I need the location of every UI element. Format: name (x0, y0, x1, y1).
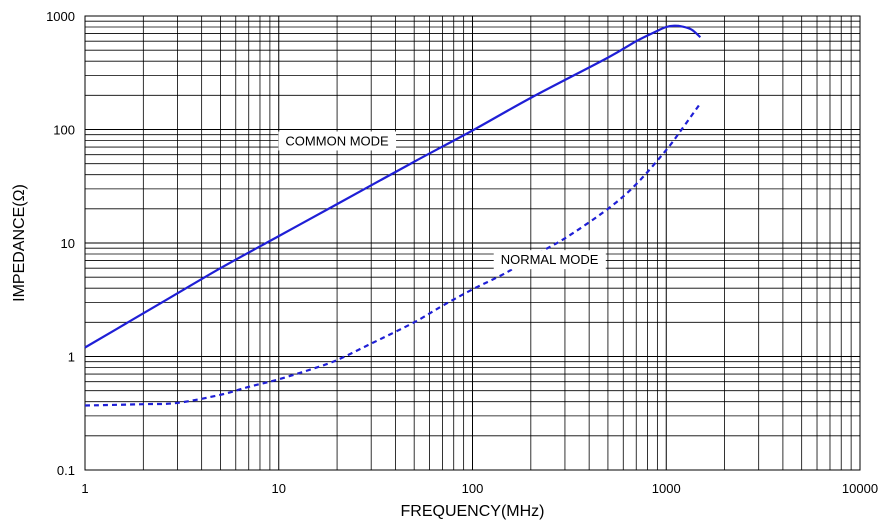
x-tick-label: 1000 (652, 481, 681, 496)
y-tick-label: 100 (53, 123, 75, 138)
annotation-text: COMMON MODE (285, 133, 389, 148)
x-tick-label: 10 (272, 481, 286, 496)
series-layer (84, 24, 702, 407)
x-tick-label: 100 (462, 481, 484, 496)
y-axis-title: IMPEDANCE(Ω) (11, 184, 28, 302)
y-tick-label: 0.1 (57, 463, 75, 478)
y-tick-label: 1 (68, 350, 75, 365)
annotation-background (278, 131, 397, 151)
annotation-background (493, 250, 606, 270)
x-tick-label: 10000 (842, 481, 878, 496)
y-tick-label: 1000 (46, 9, 75, 24)
y-tick-labels: 0.1 1 10 100 1000 (46, 9, 75, 478)
common-mode-curve (84, 24, 702, 349)
annotation-layer: COMMON MODE NORMAL MODE (278, 131, 606, 270)
plot-frame (84, 15, 861, 471)
y-tick-label: 10 (61, 236, 75, 251)
normal-mode-curve (84, 102, 702, 407)
x-tick-labels: 1 10 100 1000 10000 (81, 481, 878, 496)
annotation-text: NORMAL MODE (501, 252, 599, 267)
x-tick-label: 1 (81, 481, 88, 496)
common-mode-label: COMMON MODE (278, 131, 397, 151)
x-axis-title: FREQUENCY(MHz) (401, 503, 545, 520)
normal-mode-label: NORMAL MODE (493, 250, 606, 270)
